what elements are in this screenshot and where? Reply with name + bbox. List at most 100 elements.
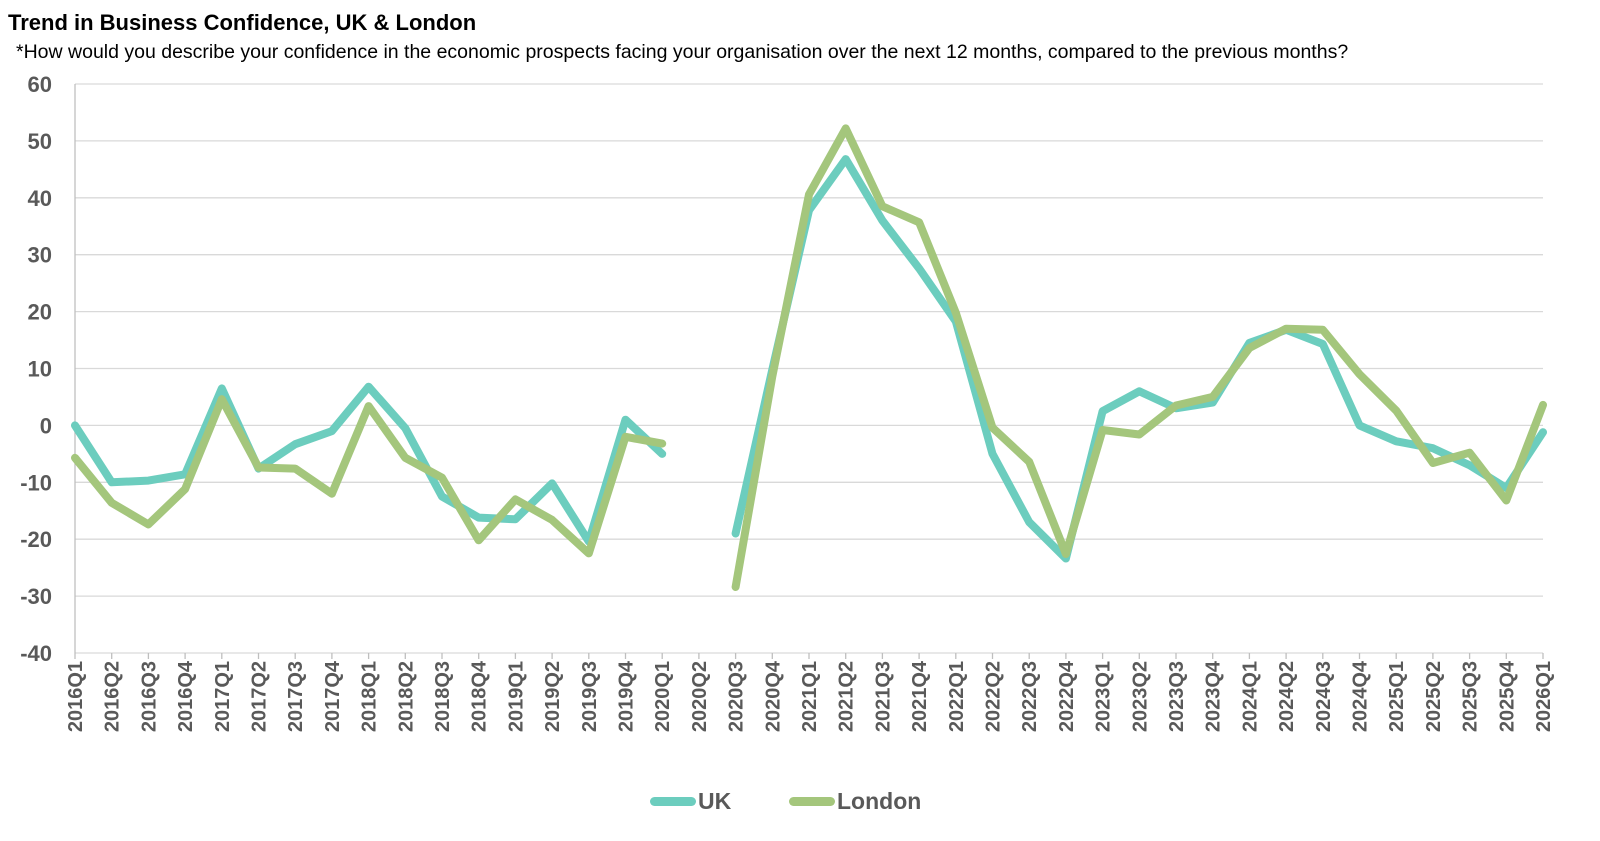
legend: UK London <box>0 786 1600 816</box>
data-point-uk <box>548 479 556 487</box>
y-tick-label: -30 <box>20 584 52 609</box>
series-line-london-segment-1 <box>71 395 667 558</box>
x-tick-label: 2026Q1 <box>1533 661 1555 732</box>
series-line-london-segment-2 <box>731 124 1547 591</box>
data-point-uk <box>71 421 79 429</box>
y-tick-label: 40 <box>28 186 52 211</box>
x-tick-label: 2016Q2 <box>102 661 124 732</box>
x-tick-label: 2019Q3 <box>579 661 601 732</box>
data-point-london <box>1099 426 1107 434</box>
x-tick-label: 2020Q3 <box>726 661 748 732</box>
x-tick-label: 2018Q2 <box>395 661 417 732</box>
data-point-uk <box>622 416 630 424</box>
data-point-london <box>1245 344 1253 352</box>
data-point-uk <box>1429 444 1437 452</box>
x-tick-label: 2019Q1 <box>505 661 527 732</box>
x-tick-label: 2022Q3 <box>1019 661 1041 732</box>
x-tick-label: 2021Q1 <box>799 661 821 732</box>
legend-item-uk[interactable]: UK <box>650 786 750 816</box>
gridlines <box>75 83 1543 654</box>
data-point-uk <box>438 493 446 501</box>
legend-label-london: London <box>837 788 922 814</box>
legend-swatch-uk <box>650 797 696 806</box>
data-point-uk <box>144 477 152 485</box>
x-tick-label: 2021Q4 <box>909 660 931 732</box>
series-line-uk-segment-1 <box>71 382 667 546</box>
data-point-london <box>878 202 886 210</box>
legend-label-uk: UK <box>698 788 732 814</box>
x-tick-label: 2017Q1 <box>212 661 234 732</box>
x-tick-label: 2022Q4 <box>1056 660 1078 732</box>
data-point-uk <box>915 264 923 272</box>
x-tick-label: 2025Q3 <box>1460 661 1482 732</box>
data-point-uk <box>475 514 483 522</box>
data-point-london <box>658 440 666 448</box>
x-tick-label: 2024Q3 <box>1313 661 1335 732</box>
data-point-london <box>511 495 519 503</box>
data-point-uk <box>1025 518 1033 526</box>
x-tick-label: 2023Q2 <box>1129 661 1151 732</box>
data-point-london <box>1356 370 1364 378</box>
data-point-uk <box>511 515 519 523</box>
x-tick-label: 2017Q2 <box>249 661 271 732</box>
x-tick-label: 2017Q3 <box>285 661 307 732</box>
y-tick-label: 50 <box>28 129 52 154</box>
legend-item-london[interactable]: London <box>789 786 949 816</box>
data-point-london <box>1172 401 1180 409</box>
data-point-uk <box>878 217 886 225</box>
data-point-london <box>915 218 923 226</box>
data-point-london <box>1025 458 1033 466</box>
data-point-london <box>1062 550 1070 558</box>
x-tick-label: 2023Q3 <box>1166 661 1188 732</box>
data-point-uk <box>365 383 373 391</box>
chart-title: Trend in Business Confidence, UK & Londo… <box>8 10 477 35</box>
x-tick-label: 2022Q2 <box>983 661 1005 732</box>
data-point-london <box>768 372 776 380</box>
data-point-uk <box>291 440 299 448</box>
data-point-uk <box>108 478 116 486</box>
data-point-london <box>585 549 593 557</box>
data-point-london <box>181 485 189 493</box>
data-point-london <box>475 536 483 544</box>
data-point-london <box>291 465 299 473</box>
data-point-london <box>1466 449 1474 457</box>
data-point-london <box>952 309 960 317</box>
data-point-uk <box>732 530 740 538</box>
y-tick-label: 20 <box>28 300 52 325</box>
data-point-london <box>108 499 116 507</box>
x-tick-label: 2024Q1 <box>1239 661 1261 732</box>
data-point-london <box>732 583 740 591</box>
x-tick-label: 2020Q1 <box>652 661 674 732</box>
data-point-london <box>438 474 446 482</box>
data-point-london <box>328 490 336 498</box>
x-tick-label: 2017Q4 <box>322 660 344 732</box>
x-tick-label: 2019Q4 <box>616 660 638 732</box>
data-point-london <box>1135 431 1143 439</box>
x-tick-label: 2025Q4 <box>1496 660 1518 732</box>
x-tick-label: 2021Q3 <box>872 661 894 732</box>
y-tick-label: -20 <box>20 527 52 552</box>
x-tick-label: 2022Q1 <box>946 661 968 732</box>
data-point-uk <box>842 155 850 163</box>
x-tick-label: 2018Q4 <box>469 660 491 732</box>
x-tick-label: 2016Q1 <box>65 661 87 732</box>
data-point-uk <box>1319 340 1327 348</box>
data-point-london <box>144 520 152 528</box>
x-tick-label: 2025Q2 <box>1423 661 1445 732</box>
x-tick-label: 2023Q4 <box>1203 660 1225 732</box>
x-tick-label: 2016Q4 <box>175 660 197 732</box>
data-point-uk <box>658 450 666 458</box>
x-tick-label: 2019Q2 <box>542 661 564 732</box>
data-point-london <box>1502 497 1510 505</box>
series-lines <box>71 124 1547 591</box>
x-axis: 2016Q1 2016Q2 2016Q3 2016Q4 2017Q1 2017Q2 2017… <box>65 653 1555 732</box>
data-point-uk <box>401 424 409 432</box>
data-point-uk <box>1539 428 1547 436</box>
legend-swatch-london <box>789 797 835 806</box>
x-tick-label: 2016Q3 <box>138 661 160 732</box>
data-point-uk <box>1392 437 1400 445</box>
chart-subtitle: *How would you describe your confidence … <box>16 41 1349 63</box>
x-tick-label: 2024Q2 <box>1276 661 1298 732</box>
y-tick-label: 30 <box>28 243 52 268</box>
y-tick-label: 60 <box>28 72 52 97</box>
